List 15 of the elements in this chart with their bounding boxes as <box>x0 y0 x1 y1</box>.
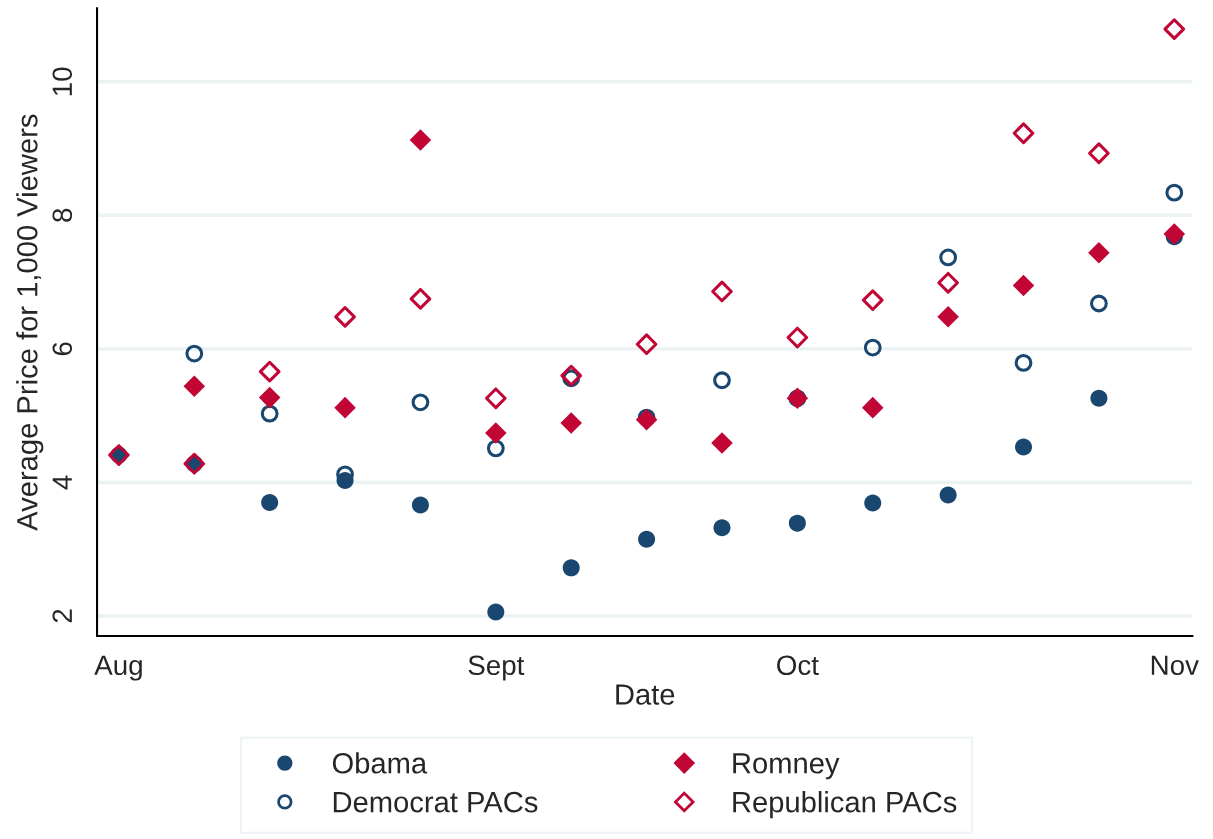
y-tick-label: 6 <box>52 342 73 356</box>
legend-label: Romney <box>733 753 840 780</box>
x-tick-label: Oct <box>777 655 819 676</box>
y-tick-label: 8 <box>52 208 73 222</box>
y-tick-label: 2 <box>52 609 72 623</box>
y-axis-title: Average Price for 1,000 Viewers <box>16 114 44 531</box>
x-axis-title: Date <box>616 684 675 705</box>
y-tick-label: 4 <box>52 475 72 490</box>
legend-label: Obama <box>332 752 428 774</box>
x-tick-label: Nov <box>1151 655 1199 676</box>
x-tick-label: Sept <box>468 655 525 681</box>
y-tick-label: 10 <box>52 67 73 96</box>
legend-label: Democrat PACs <box>333 791 538 813</box>
x-tick-label: Aug <box>94 655 142 681</box>
legend-label: Republican PACs <box>733 791 957 819</box>
